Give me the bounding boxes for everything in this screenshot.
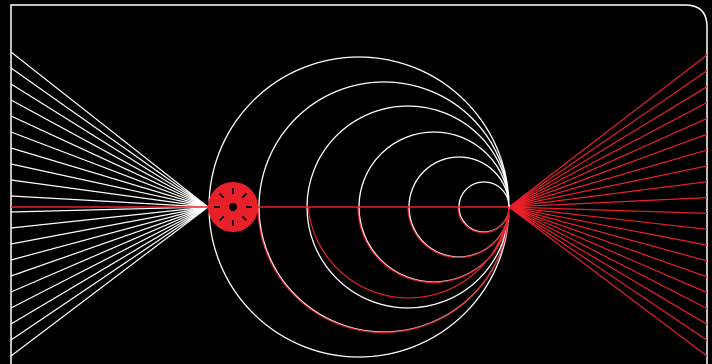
left-fan-lines: [10, 51, 209, 357]
left-fan-line: [10, 206, 209, 261]
red-dial-icon: [208, 182, 258, 232]
left-fan-line: [10, 99, 209, 208]
right-fan-lines: [508, 54, 708, 357]
left-fan-line: [10, 206, 209, 213]
right-fan-line: [508, 86, 708, 208]
red-arc: [357, 206, 510, 284]
left-fan-line: [10, 206, 209, 229]
frame-border: [10, 4, 708, 364]
left-fan-line: [10, 179, 209, 208]
right-fan-line: [508, 117, 708, 208]
dial-tick: [241, 215, 248, 222]
red-arc: [407, 206, 510, 259]
left-fan-line: [10, 206, 209, 277]
left-fan-line: [10, 206, 209, 325]
dial-center-dot: [229, 203, 237, 211]
left-fan-line: [10, 206, 209, 341]
left-fan-line: [10, 206, 209, 245]
red-arc: [307, 206, 510, 299]
dial-tick: [218, 215, 225, 222]
left-fan-line: [10, 51, 209, 208]
left-fan-line: [10, 163, 209, 208]
left-fan-line: [10, 206, 209, 293]
dial-ticks: [214, 188, 252, 226]
left-fan-line: [10, 206, 209, 309]
left-fan-line: [10, 147, 209, 208]
right-fan-line: [508, 206, 708, 262]
right-fan-line: [508, 165, 708, 208]
dial-tick: [218, 192, 225, 199]
right-fan-line: [508, 206, 708, 278]
right-fan-line: [508, 206, 708, 294]
dial-tick: [241, 192, 248, 199]
right-fan-line: [508, 206, 708, 230]
left-fan-line: [10, 131, 209, 208]
right-fan-line: [508, 181, 708, 208]
right-fan-line: [508, 54, 708, 208]
right-fan-line: [508, 149, 708, 208]
right-fan-line: [508, 206, 708, 310]
right-fan-line: [508, 133, 708, 208]
left-fan-line: [10, 206, 209, 357]
right-fan-line: [508, 206, 708, 325]
right-fan-line: [508, 206, 708, 246]
red-arcs: [257, 206, 510, 334]
red-arc: [257, 206, 510, 334]
left-fan-line: [10, 115, 209, 208]
right-fan-line: [508, 206, 708, 357]
left-fan-line: [10, 195, 209, 208]
right-fan-line: [508, 206, 708, 214]
left-fan-line: [10, 67, 209, 208]
right-fan-line: [508, 101, 708, 208]
right-fan-line: [508, 206, 708, 341]
red-arc: [457, 206, 510, 234]
right-fan-line: [508, 70, 708, 208]
right-fan-line: [508, 197, 708, 208]
left-fan-line: [10, 83, 209, 208]
